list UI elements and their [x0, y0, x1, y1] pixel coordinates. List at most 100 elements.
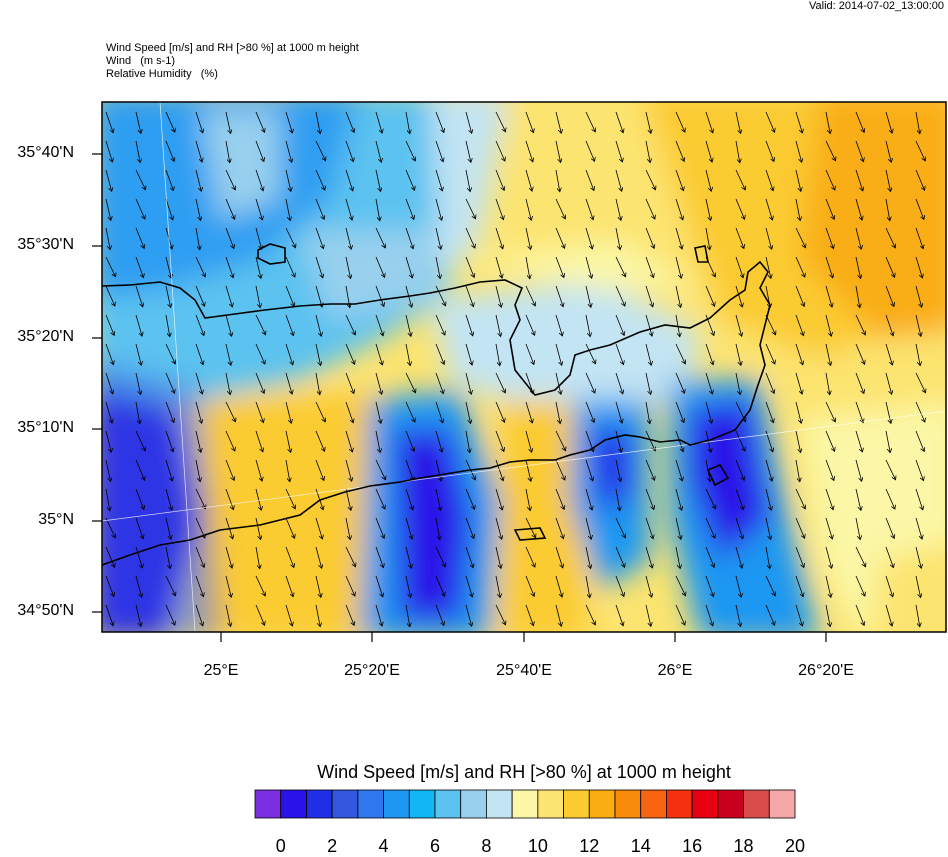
colorbar-swatch: [434, 789, 462, 819]
wind-arrow: [585, 169, 594, 191]
wind-arrow: [915, 430, 924, 451]
wind-arrow: [345, 488, 351, 510]
wind-arrow: [885, 430, 890, 453]
wind-arrow: [255, 546, 260, 569]
wind-arrow: [375, 314, 383, 336]
wind-arrow: [616, 634, 622, 655]
wind-arrow: [165, 517, 171, 539]
wind-arrow: [165, 343, 175, 364]
wind-arrow: [165, 111, 175, 132]
wind-arrow: [915, 488, 923, 510]
wind-arrow: [435, 169, 442, 191]
wind-arrow: [405, 430, 414, 451]
colorbar-swatch: [460, 789, 487, 819]
wind-arrow: [285, 169, 291, 191]
colorbar-swatch: [537, 789, 564, 819]
wind-arrow: [135, 546, 142, 568]
wind-arrow: [855, 256, 861, 279]
wind-arrow: [255, 343, 265, 364]
colorbar-swatch: [717, 789, 744, 819]
colorbar-label: 18: [733, 836, 754, 856]
wind-arrow: [375, 575, 383, 597]
wind-arrow: [675, 140, 684, 161]
wind-arrow: [435, 256, 440, 279]
wind-arrow: [495, 140, 505, 161]
wind-arrow: [795, 430, 801, 453]
wind-arrow: [135, 517, 143, 539]
wind-arrow: [466, 634, 471, 655]
wind-arrow: [676, 634, 684, 654]
wind-arrow: [405, 488, 413, 510]
colorbar-swatch: [563, 789, 590, 819]
wind-arrow: [435, 488, 441, 511]
wind-arrow: [525, 575, 534, 596]
wind-arrow: [435, 343, 444, 364]
wind-arrow: [615, 111, 623, 133]
wind-arrow: [795, 546, 804, 568]
wind-arrow: [795, 198, 800, 221]
wind-arrow: [915, 140, 925, 161]
wind-arrow: [525, 488, 530, 511]
wind-arrow: [825, 227, 834, 249]
colorbar-title: Wind Speed [m/s] and RH [>80 %] at 1000 …: [317, 762, 731, 782]
wind-arrow: [435, 430, 442, 452]
colorbar-label: 10: [527, 836, 548, 856]
wind-arrow: [585, 140, 595, 161]
wind-arrow: [285, 488, 295, 509]
wind-arrow: [645, 140, 650, 163]
wind-arrow: [645, 227, 654, 248]
wind-arrow: [405, 314, 411, 336]
wind-arrow: [765, 169, 773, 191]
wind-arrow: [795, 459, 800, 482]
wind-arrow: [495, 227, 503, 249]
wind-arrow: [555, 604, 561, 626]
wind-arrow: [345, 343, 355, 364]
wind-arrow: [105, 604, 113, 626]
wind-arrow: [105, 169, 112, 191]
wind-arrow: [525, 140, 533, 162]
wind-arrow: [435, 140, 443, 162]
wind-arrow: [375, 401, 381, 423]
wind-arrow: [345, 256, 351, 279]
wind-arrow: [525, 517, 536, 538]
wind-arrow: [345, 140, 354, 162]
wind-arrow: [195, 372, 202, 394]
wind-arrow: [675, 256, 681, 278]
wind-arrow: [135, 430, 145, 451]
wind-arrow: [735, 372, 740, 395]
colorbar-label: 6: [429, 836, 441, 856]
wind-arrow: [315, 372, 320, 395]
wind-arrow: [345, 430, 352, 452]
wind-arrow: [405, 256, 412, 278]
wind-arrow: [225, 488, 234, 510]
wind-arrow: [405, 343, 410, 366]
wind-arrow: [135, 343, 141, 365]
wind-arrow: [135, 140, 140, 163]
wind-arrow: [285, 140, 292, 162]
wind-arrow: [855, 169, 863, 191]
wind-arrow: [735, 575, 741, 597]
wind-arrow: [915, 198, 924, 220]
wind-arrow: [915, 285, 922, 307]
wind-arrow: [735, 604, 741, 627]
wind-arrow: [675, 285, 681, 308]
colorbar: [254, 789, 796, 819]
wind-arrow: [165, 372, 175, 393]
wind-arrow: [195, 401, 202, 423]
wind-arrow: [795, 401, 801, 423]
wind-arrow: [765, 140, 774, 162]
wind-arrow: [735, 546, 742, 568]
wind-arrow: [645, 546, 652, 568]
wind-arrow: [825, 111, 830, 134]
wind-arrow: [795, 575, 803, 597]
wind-arrow: [495, 517, 502, 539]
lon-label: 25°20'E: [344, 662, 400, 679]
wind-arrow: [375, 517, 384, 538]
wind-arrow: [735, 198, 745, 219]
colorbar-label: 20: [784, 836, 806, 856]
wind-arrow: [435, 314, 445, 335]
wind-arrow: [195, 256, 205, 277]
wind-arrow: [165, 314, 170, 337]
wind-arrow: [346, 634, 354, 655]
wind-arrow: [345, 517, 350, 540]
